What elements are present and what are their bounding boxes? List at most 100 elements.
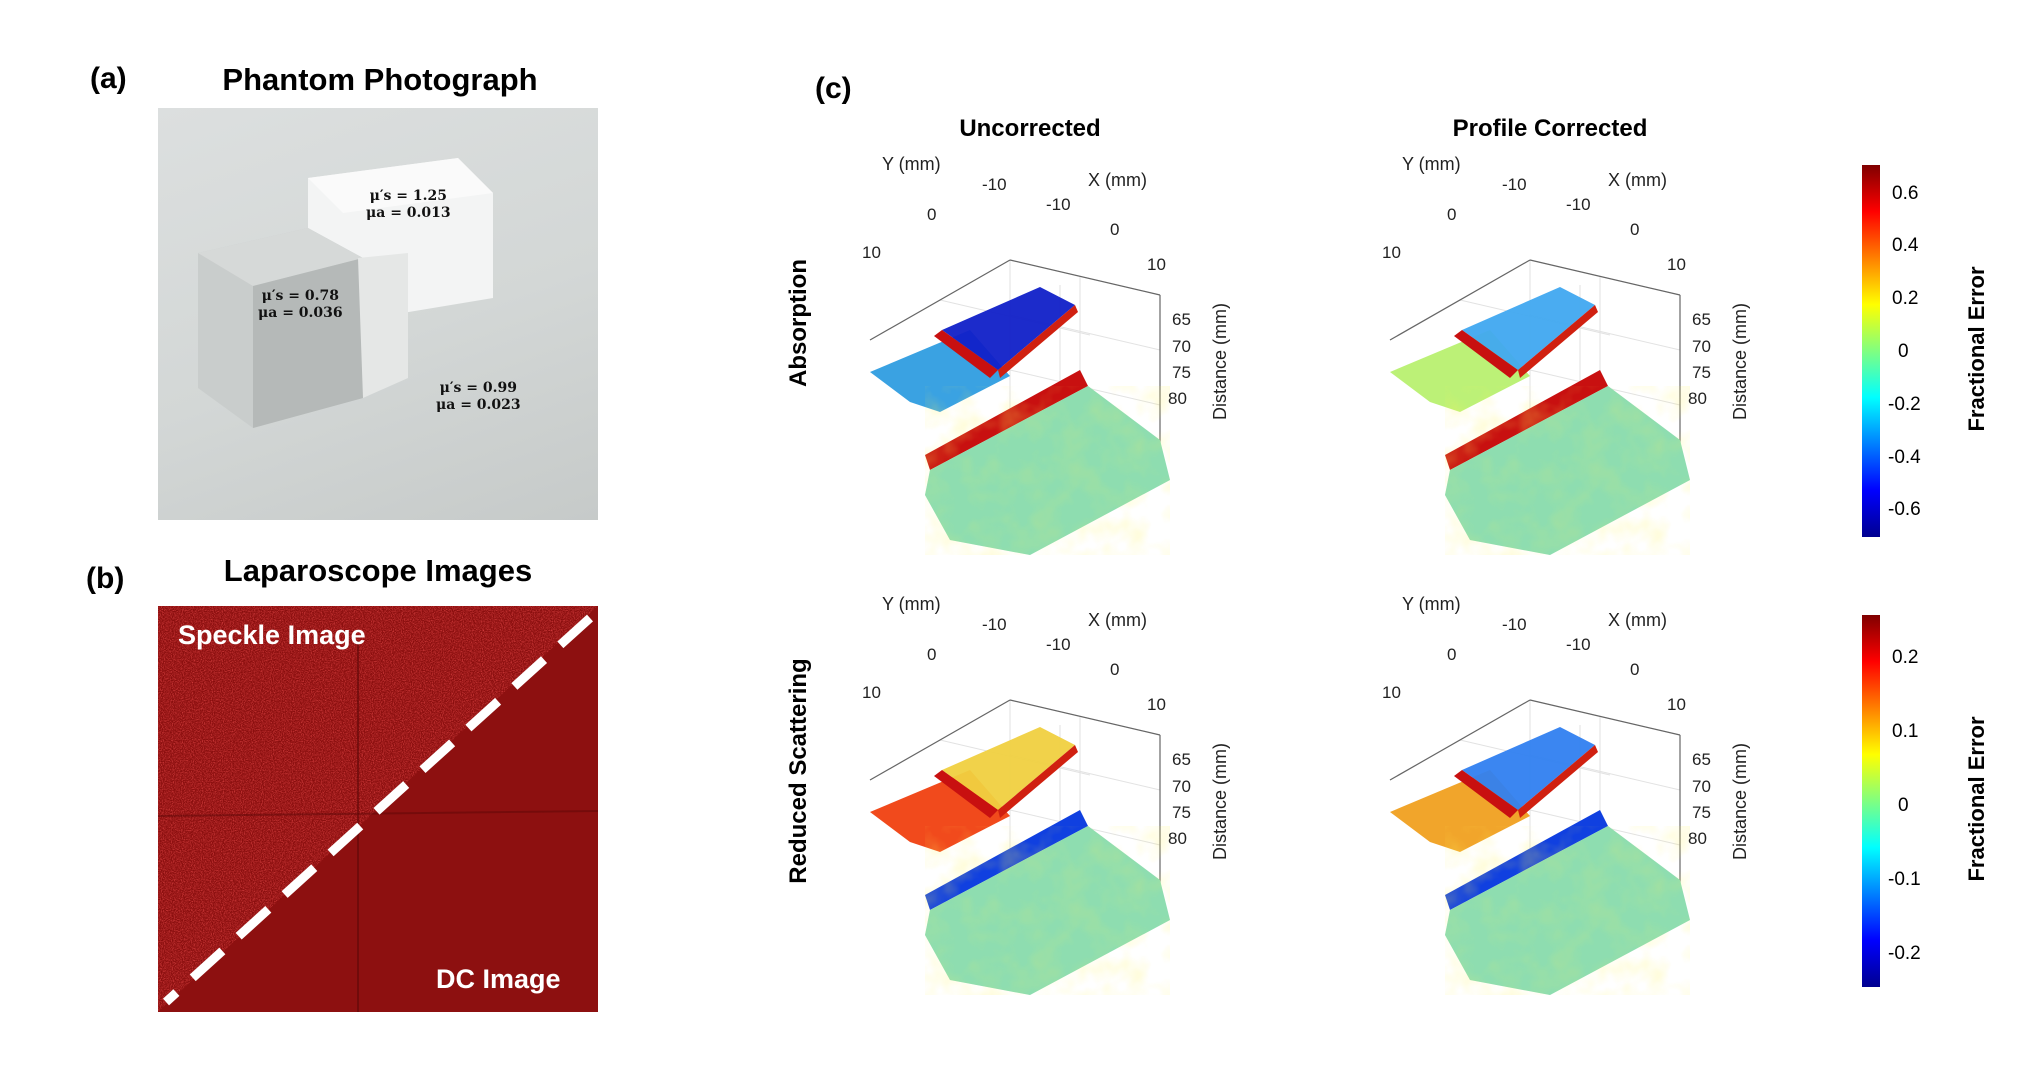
y-tick: -10 xyxy=(982,175,1007,194)
y-axis-label: Y (mm) xyxy=(1402,154,1461,174)
phantom-photograph: μ′s = 1.25 μa = 0.013 μ′s = 0.78 μa = 0.… xyxy=(158,108,598,520)
block-2-annotation: μ′s = 0.78 μa = 0.036 xyxy=(258,288,343,322)
cb2-tick: 0.2 xyxy=(1892,647,1919,668)
colorbar-absorption-ticks: 0.6 0.4 0.2 0 -0.2 -0.4 -0.6 xyxy=(1888,165,1948,537)
x-axis-label: X (mm) xyxy=(1608,170,1667,190)
panel-b-letter: (b) xyxy=(86,562,125,595)
surface-upper-edge-2 xyxy=(1518,745,1598,818)
surface-upper-edge xyxy=(934,770,998,818)
z-tick: 80 xyxy=(1168,389,1187,408)
block-3-mus: μ′s = 0.99 xyxy=(439,380,518,396)
z-axis-label: Distance (mm) xyxy=(1210,743,1230,860)
cb1-tick: 0.6 xyxy=(1892,183,1919,204)
y-tick: 10 xyxy=(862,243,881,262)
x-tick: -10 xyxy=(1566,195,1591,214)
x-tick: -10 xyxy=(1046,635,1071,654)
z-axis-label: Distance (mm) xyxy=(1210,303,1230,420)
y-axis-label: Y (mm) xyxy=(1402,594,1461,614)
cb1-tick: -0.2 xyxy=(1888,394,1921,415)
x-tick: 10 xyxy=(1667,255,1686,274)
y-tick: 10 xyxy=(862,683,881,702)
surface-upper-block xyxy=(942,287,1075,370)
cb2-tick: -0.2 xyxy=(1888,943,1921,964)
z-tick: 65 xyxy=(1692,750,1711,769)
cb2-tick: 0.1 xyxy=(1892,721,1919,742)
colorbar-absorption-label: Fractional Error xyxy=(1964,266,1989,432)
panel-a-letter: (a) xyxy=(90,62,127,95)
phantom-blocks-drawing xyxy=(198,158,493,428)
y-tick: -10 xyxy=(1502,175,1527,194)
x-tick: -10 xyxy=(1566,635,1591,654)
x-tick: 10 xyxy=(1147,255,1166,274)
z-tick: 65 xyxy=(1172,750,1191,769)
z-tick: 75 xyxy=(1692,363,1711,382)
colorbar-scattering-ticks: 0.2 0.1 0 -0.1 -0.2 xyxy=(1888,615,1948,987)
cb1-tick: 0.2 xyxy=(1892,288,1919,309)
colorbar-absorption xyxy=(1862,165,1880,537)
block-1-annotation: μ′s = 1.25 μa = 0.013 xyxy=(366,188,451,222)
z-tick: 75 xyxy=(1172,363,1191,382)
block-2-mua: μa = 0.036 xyxy=(258,305,343,321)
z-tick: 75 xyxy=(1692,803,1711,822)
cb1-tick: -0.6 xyxy=(1888,499,1921,520)
surface-upper-block xyxy=(1462,287,1595,370)
z-tick: 65 xyxy=(1692,310,1711,329)
y-tick: 10 xyxy=(1382,243,1401,262)
surface-step-edge xyxy=(1445,370,1608,470)
cb1-tick: 0.4 xyxy=(1892,235,1919,256)
block-2-mus: μ′s = 0.78 xyxy=(261,288,340,304)
z-tick: 70 xyxy=(1172,777,1191,796)
surface-upper-edge xyxy=(1454,330,1518,378)
x-tick: 0 xyxy=(1630,220,1639,239)
x-tick: 0 xyxy=(1630,660,1639,679)
y-tick: 0 xyxy=(1447,205,1456,224)
cb2-tick: -0.1 xyxy=(1888,869,1921,890)
surface-step-edge xyxy=(925,810,1088,910)
z-tick: 65 xyxy=(1172,310,1191,329)
colorbar-scattering-label: Fractional Error xyxy=(1964,716,1989,882)
cb1-tick: 0 xyxy=(1898,341,1909,362)
x-tick: -10 xyxy=(1046,195,1071,214)
block-1-mus: μ′s = 1.25 xyxy=(369,188,448,204)
panel-a-title: Phantom Photograph xyxy=(222,62,538,97)
z-tick: 70 xyxy=(1692,777,1711,796)
laparoscope-image: Speckle Image DC Image xyxy=(158,606,598,1012)
y-tick: 10 xyxy=(1382,683,1401,702)
row-title-absorption: Absorption xyxy=(785,259,812,387)
z-tick: 80 xyxy=(1688,389,1707,408)
y-axis-label: Y (mm) xyxy=(882,594,941,614)
plot-scattering-corrected: Y (mm) X (mm) 10 0 -10 -10 0 10 65 70 75 80 Distance… xyxy=(1350,590,1850,1000)
x-axis-label: X (mm) xyxy=(1088,610,1147,630)
x-axis-label: X (mm) xyxy=(1088,170,1147,190)
surface-upper-edge-2 xyxy=(998,305,1078,378)
surface-upper-edge-2 xyxy=(998,745,1078,818)
panel-b-title: Laparoscope Images xyxy=(223,553,533,588)
z-tick: 80 xyxy=(1688,829,1707,848)
cb2-tick: 0 xyxy=(1898,795,1909,816)
row-title-reduced-scattering: Reduced Scattering xyxy=(785,658,812,884)
surface-plot-3d: Y (mm) X (mm) 10 0 -10 -10 0 10 65 70 75 80 Distance… xyxy=(862,154,1230,555)
x-axis-label: X (mm) xyxy=(1608,610,1667,630)
z-tick: 70 xyxy=(1692,337,1711,356)
speckle-image-label: Speckle Image xyxy=(178,620,366,650)
x-tick: 10 xyxy=(1147,695,1166,714)
y-tick: -10 xyxy=(982,615,1007,634)
surface-upper-block xyxy=(1462,727,1595,810)
x-tick: 0 xyxy=(1110,660,1119,679)
surface-upper-edge xyxy=(934,330,998,378)
y-axis-label: Y (mm) xyxy=(882,154,941,174)
panel-c-letter: (c) xyxy=(815,72,852,105)
laparoscope-drawing xyxy=(158,606,598,1012)
cb1-tick: -0.4 xyxy=(1888,447,1921,468)
surface-upper-block xyxy=(942,727,1075,810)
surface-step-edge xyxy=(925,370,1088,470)
colorbar-scattering xyxy=(1862,615,1880,987)
y-tick: 0 xyxy=(927,205,936,224)
surface-upper-edge xyxy=(1454,770,1518,818)
y-tick: 0 xyxy=(1447,645,1456,664)
surface-plot-3d: Y (mm) X (mm) 10 0 -10 -10 0 10 65 70 75 80 Distance… xyxy=(1382,594,1750,995)
plot-absorption-uncorrected: Y (mm) X (mm) 10 0 -10 -10 0 10 65 70 75 80 Distance… xyxy=(830,150,1330,560)
surface-plot-3d: Y (mm) X (mm) 10 0 -10 -10 0 10 65 70 75 80 Distance… xyxy=(862,594,1230,995)
block-3-mua: μa = 0.023 xyxy=(436,397,521,413)
z-tick: 75 xyxy=(1172,803,1191,822)
